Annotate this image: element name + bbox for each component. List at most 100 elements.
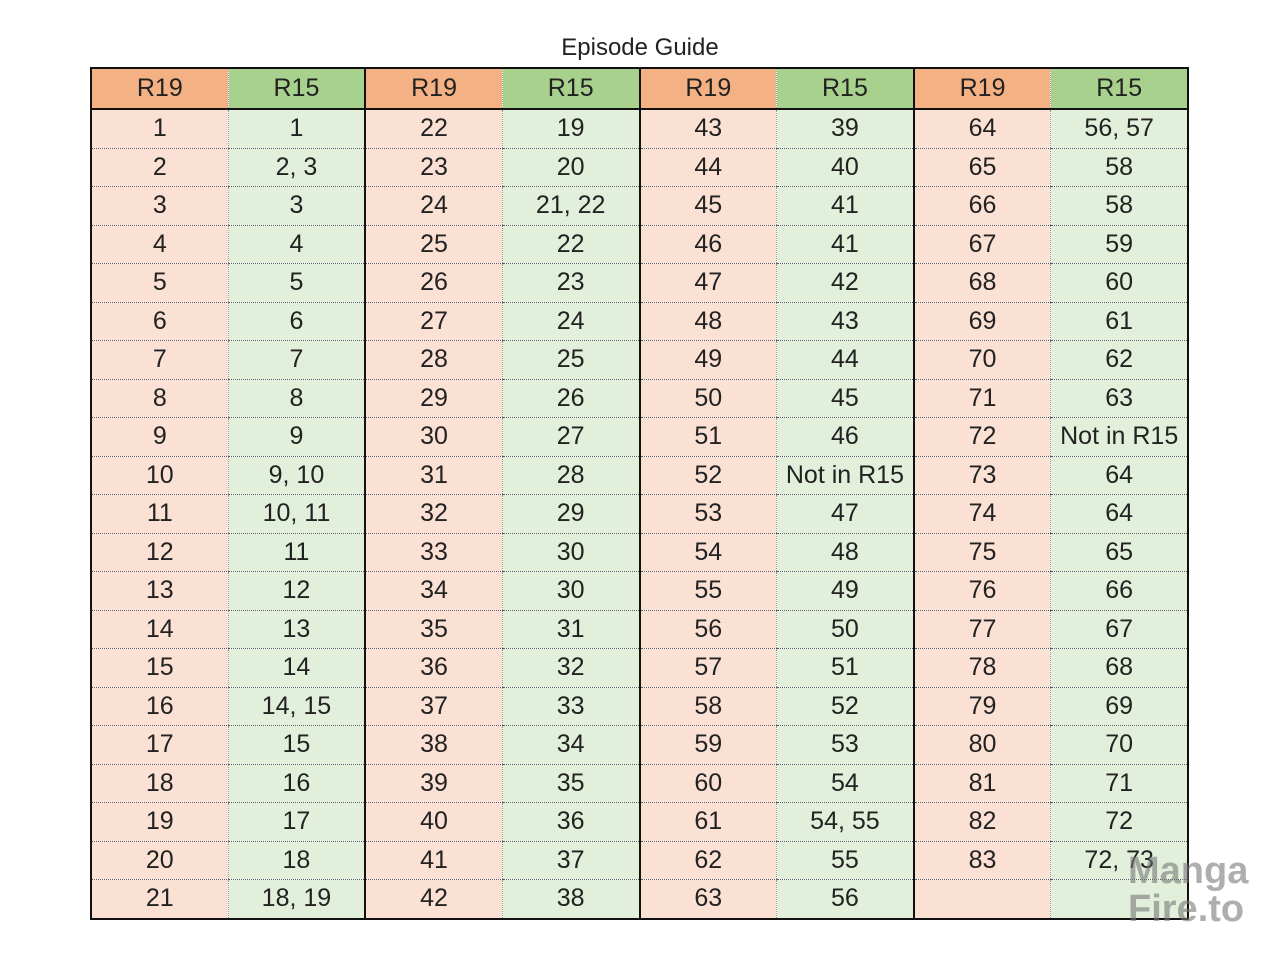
table-cell: 72	[912, 417, 1051, 457]
table-cell: 82	[912, 802, 1051, 842]
table-cell: 81	[912, 764, 1051, 803]
table-cell: 36	[501, 802, 640, 842]
table-cell: 54, 55	[776, 802, 914, 842]
table-cell: 23	[364, 148, 503, 187]
table-cell: 11	[90, 494, 229, 534]
table-cell: 53	[776, 725, 914, 765]
table-cell: 48	[638, 302, 777, 341]
table-cell: 52	[776, 687, 914, 726]
table-cell: 16	[90, 687, 229, 726]
table-cell: 61	[1050, 302, 1188, 341]
table-cell: 74	[912, 494, 1051, 534]
table-cell: 83	[912, 841, 1051, 880]
table-cell: 64	[1050, 456, 1188, 495]
table-cell: 27	[501, 417, 640, 457]
table-cell: 67	[1050, 610, 1188, 649]
table-row: 16 14, 15 37 33 58 52 79 69	[90, 687, 1188, 726]
table-cell: 27	[364, 302, 503, 341]
table-cell: 2	[90, 148, 229, 187]
table-cell: 72	[1050, 802, 1188, 842]
table-cell: 60	[1050, 263, 1188, 303]
table-cell: 49	[638, 340, 777, 380]
table-cell: 56	[776, 879, 914, 919]
table-cell: 32	[501, 648, 640, 688]
table-cell: 10	[90, 456, 229, 495]
table-cell: 30	[501, 533, 640, 572]
table-cell: 67	[912, 225, 1051, 264]
table-cell: 5	[227, 263, 366, 303]
table-cell	[912, 879, 1051, 919]
table-cell: 18	[227, 841, 366, 880]
table-row: 4 4 25 22 46 41 67 59	[90, 225, 1188, 264]
table-cell: 6	[227, 302, 366, 341]
table-cell: 52	[638, 456, 777, 495]
table-cell: 65	[912, 148, 1051, 187]
table-cell: 51	[638, 417, 777, 457]
watermark-line: Manga	[1128, 850, 1249, 892]
table-cell: 77	[912, 610, 1051, 649]
episode-table: R19 R15 R19 R15 R19 R15 R19 R15 1 1 22 19 43 39 64 56, …	[90, 67, 1189, 920]
table-cell: 32	[364, 494, 503, 534]
table-cell: 15	[227, 725, 366, 765]
table-cell: 44	[638, 148, 777, 187]
table-row: 7 7 28 25 49 44 70 62	[90, 340, 1188, 380]
table-cell: 9	[227, 417, 366, 457]
table-cell: 38	[364, 725, 503, 765]
table-cell: 4	[227, 225, 366, 264]
table-cell: 14, 15	[227, 687, 366, 726]
table-cell: 13	[90, 571, 229, 611]
table-cell: 43	[776, 302, 914, 341]
table-cell: 14	[90, 610, 229, 649]
table-cell: 18, 19	[227, 879, 366, 919]
table-cell: 47	[776, 494, 914, 534]
table-row: 10 9, 10 31 28 52 Not in R15 73 64	[90, 456, 1188, 495]
table-cell: 22	[501, 225, 640, 264]
table-cell: 17	[90, 725, 229, 765]
table-cell: 68	[1050, 648, 1188, 688]
table-cell: 37	[364, 687, 503, 726]
table-cell: 4	[90, 225, 229, 264]
table-cell: 75	[912, 533, 1051, 572]
table-cell: 59	[638, 725, 777, 765]
table-cell: 29	[501, 494, 640, 534]
watermark-line: Fire.to	[1128, 888, 1245, 930]
table-cell: 58	[1050, 186, 1188, 226]
table-cell: 24	[364, 186, 503, 226]
table-cell: 68	[912, 263, 1051, 303]
table-cell: 36	[364, 648, 503, 688]
table-row: 18 16 39 35 60 54 81 71	[90, 764, 1188, 803]
table-cell: 45	[638, 186, 777, 226]
table-cell: 22	[364, 109, 503, 149]
table-cell: 7	[90, 340, 229, 380]
table-cell: 2, 3	[227, 148, 366, 187]
table-cell: 63	[638, 879, 777, 919]
header-cell: R19	[364, 68, 503, 110]
table-cell: 26	[501, 379, 640, 418]
title: Episode Guide	[561, 34, 719, 61]
table-cell: 79	[912, 687, 1051, 726]
table-cell: 33	[501, 687, 640, 726]
table-row: 1 1 22 19 43 39 64 56, 57	[90, 109, 1188, 149]
table-cell: 69	[912, 302, 1051, 341]
table-cell: 18	[90, 764, 229, 803]
table-row: 8 8 29 26 50 45 71 63	[90, 379, 1188, 418]
header-cell: R19	[90, 68, 229, 110]
table-cell: 80	[912, 725, 1051, 765]
table-cell: 9, 10	[227, 456, 366, 495]
table-cell: 8	[227, 379, 366, 418]
table-cell: 59	[1050, 225, 1188, 264]
table-row: 5 5 26 23 47 42 68 60	[90, 263, 1188, 303]
header-row: R19 R15 R19 R15 R19 R15 R19 R15	[90, 68, 1188, 110]
table-row: 3 3 24 21, 22 45 41 66 58	[90, 186, 1188, 226]
table-cell: 66	[912, 186, 1051, 226]
table-cell: 64	[1050, 494, 1188, 534]
table-cell: 1	[227, 109, 366, 149]
table-cell: 3	[90, 186, 229, 226]
table-cell: 46	[776, 417, 914, 457]
table-cell: 71	[1050, 764, 1188, 803]
header-cell: R15	[776, 68, 914, 110]
header-cell: R19	[912, 68, 1051, 110]
table-cell: 35	[364, 610, 503, 649]
table-cell: 8	[90, 379, 229, 418]
